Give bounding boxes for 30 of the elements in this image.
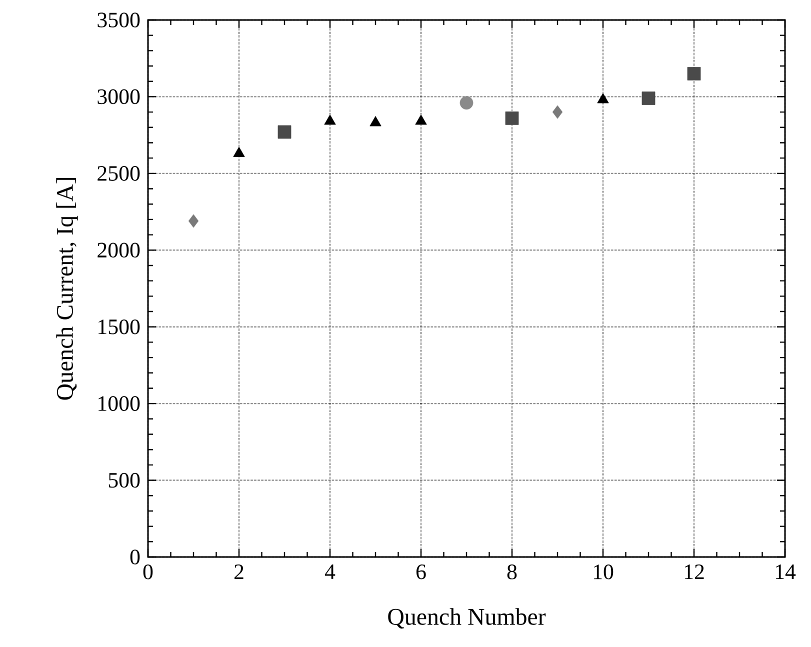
y-tick-label: 500 [108, 472, 140, 488]
y-tick-label: 3500 [98, 12, 140, 28]
y-tick-label: 2500 [98, 166, 140, 181]
x-tick-label: 4 [324, 564, 336, 579]
point [370, 116, 382, 126]
point [552, 105, 563, 119]
point [687, 66, 701, 80]
y-tick-label: 0 [130, 550, 140, 564]
x-tick-label: 10 [594, 564, 614, 580]
y-tick-label: 1500 [98, 319, 140, 334]
x-tick-label: 12 [684, 564, 704, 580]
point [415, 114, 427, 125]
point [460, 96, 474, 110]
y-tick-label: 1000 [98, 396, 140, 411]
y-tick-label: 2000 [98, 242, 140, 258]
x-tick-label: 0 [143, 564, 153, 580]
point [233, 146, 245, 157]
y-axis-title: Quench Current, Iq [A] [56, 178, 78, 400]
point [505, 111, 519, 125]
point [324, 114, 336, 125]
x-tick-label: 8 [507, 564, 517, 580]
point [278, 125, 292, 139]
y-tick-label: 3000 [98, 89, 140, 104]
point [188, 214, 199, 228]
x-tick-label: 2 [234, 564, 244, 580]
point [642, 92, 656, 105]
x-tick-label: 14 [776, 564, 796, 579]
x-tick-label: 6 [416, 564, 426, 580]
point [597, 93, 609, 104]
x-axis-title: Quench Number [388, 608, 546, 629]
